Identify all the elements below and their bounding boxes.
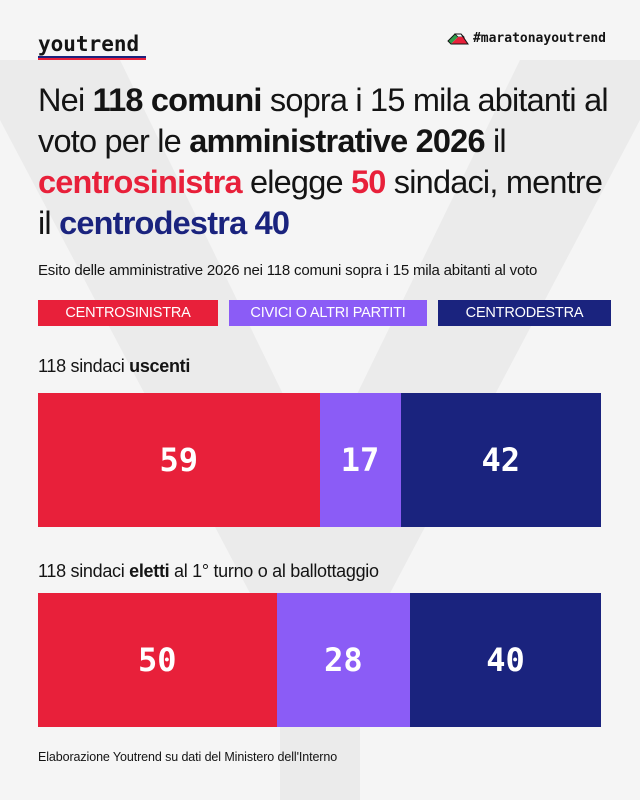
bar-segment-civici: 28 <box>276 593 411 727</box>
bar-segment-centrosinistra: 50 <box>38 593 277 727</box>
legend-centrodestra: CENTRODESTRA <box>438 300 611 326</box>
bar-uscenti: 59 17 42 <box>38 393 601 527</box>
bar-eletti: 50 28 40 <box>38 593 601 727</box>
hashtag-text: #maratonayoutrend <box>472 31 606 46</box>
italian-flag-icon <box>447 33 469 44</box>
bar-segment-centrosinistra: 59 <box>38 393 320 527</box>
chart-subtitle: Esito delle amministrative 2026 nei 118 … <box>38 262 538 279</box>
section-label-eletti: 118 sindaci eletti al 1° turno o al ball… <box>38 561 379 581</box>
legend: CENTROSINISTRA CIVICI O ALTRI PARTITI CE… <box>38 300 611 326</box>
source-note: Elaborazione Youtrend su dati del Minist… <box>38 750 338 764</box>
bar-segment-centrodestra: 40 <box>410 593 601 727</box>
bar-segment-civici: 17 <box>319 393 401 527</box>
logo-underline <box>38 56 146 60</box>
headline: Nei 118 comuni sopra i 15 mila abitanti … <box>38 82 609 241</box>
youtrend-logo: youtrend <box>38 32 140 56</box>
hashtag-badge: #maratonayoutrend <box>447 31 606 46</box>
bar-segment-centrodestra: 42 <box>400 393 601 527</box>
section-label-uscenti: 118 sindaci uscenti <box>38 356 191 376</box>
legend-civici: CIVICI O ALTRI PARTITI <box>229 300 427 326</box>
legend-centrosinistra: CENTROSINISTRA <box>38 300 218 326</box>
